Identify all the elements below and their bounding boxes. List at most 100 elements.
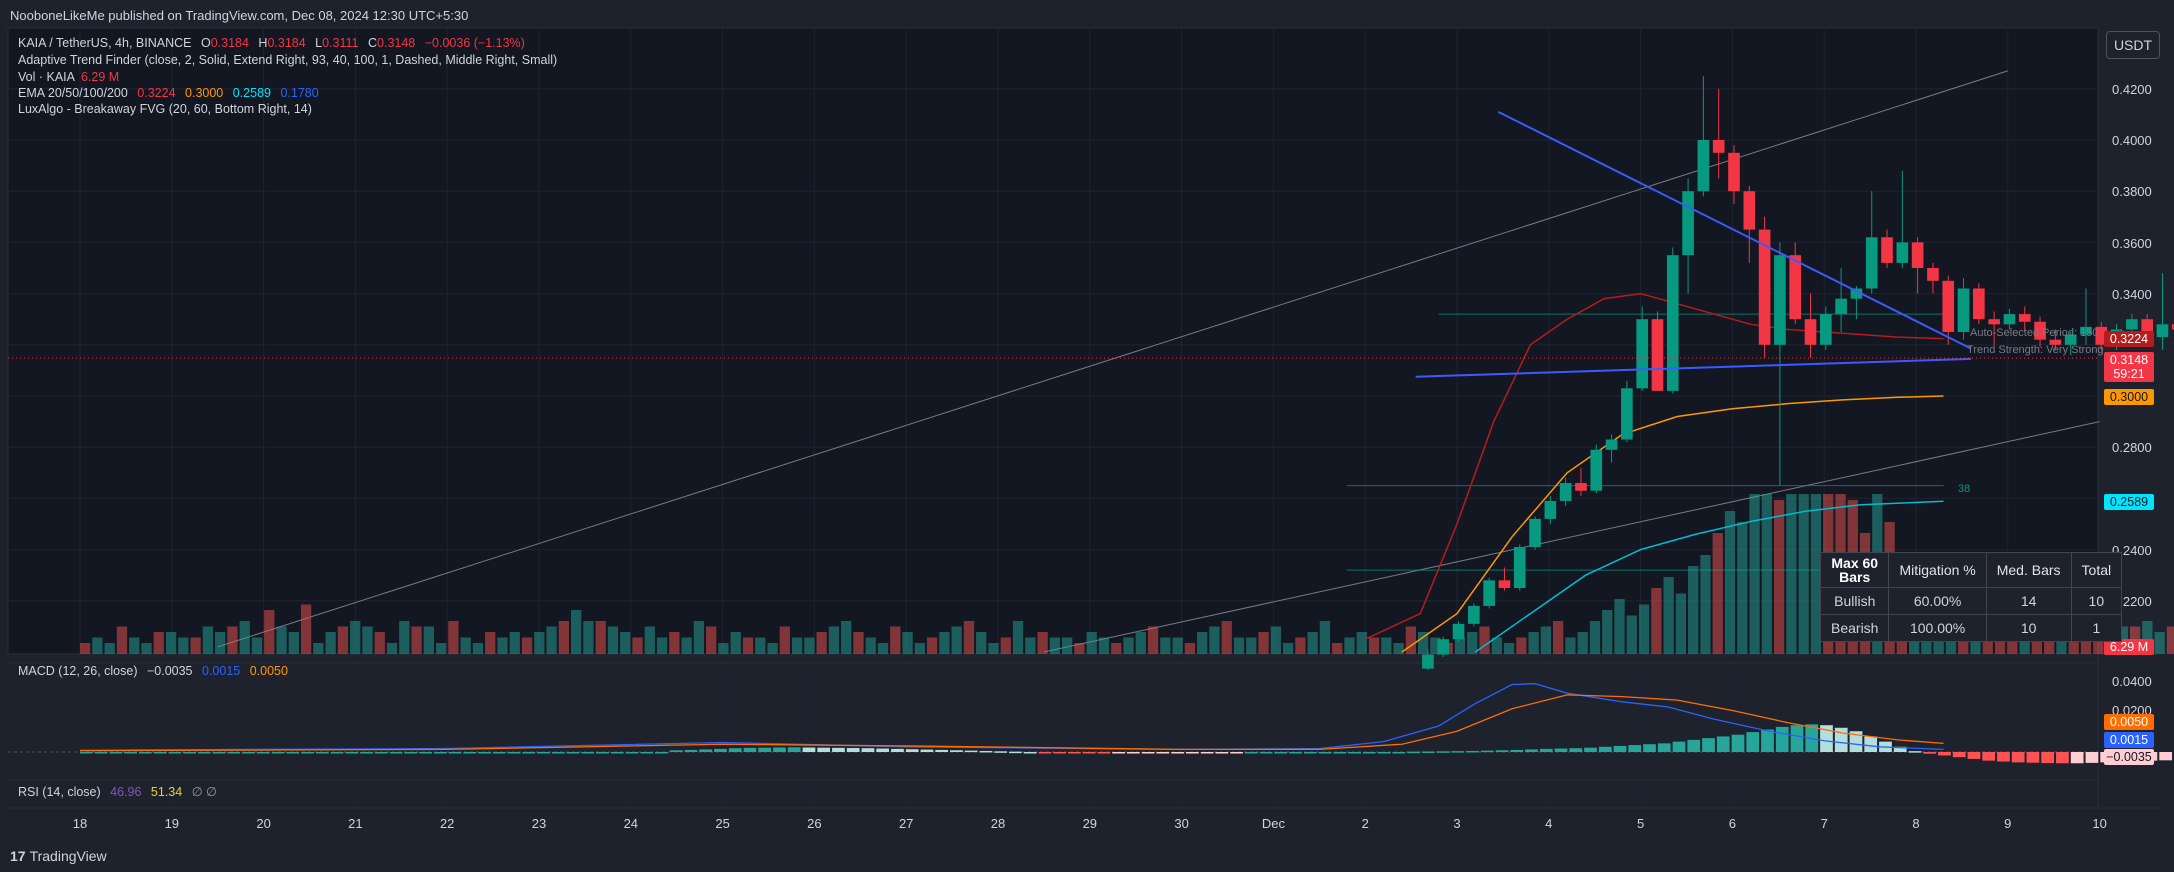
low-value: 0.3111: [322, 36, 359, 50]
symbol-name[interactable]: KAIA / TetherUS, 4h, BINANCE: [18, 36, 192, 50]
volume-bar: [1577, 632, 1588, 654]
ema50-value: 0.3000: [185, 86, 224, 100]
volume-bar: [386, 643, 398, 654]
macd-hist-tag: −0.0035: [2104, 749, 2154, 765]
volume-bar: [1209, 626, 1220, 654]
volume-bar: [865, 637, 876, 654]
volume-bar: [939, 632, 950, 654]
fvg-count-label: 38: [1958, 483, 1971, 495]
volume-bar: [877, 643, 889, 654]
macd-hist-bar: [773, 747, 786, 752]
volume-bar: [190, 637, 201, 654]
volume-bar: [558, 621, 570, 654]
volume-bar: [607, 626, 619, 654]
macd-hist-bar: [1082, 752, 1096, 754]
macd-hist-bar: [1539, 748, 1553, 752]
volume-bar: [1737, 522, 1748, 654]
price-tick: 0.3600: [2112, 236, 2152, 251]
macd-hist-bar: [1244, 752, 1258, 754]
macd-hist-bar: [1156, 752, 1170, 754]
volume-bar: [2166, 626, 2174, 654]
candle-body: [1697, 140, 1710, 192]
tradingview-logo[interactable]: 17 TradingView: [10, 848, 107, 864]
candle-body: [1743, 191, 1756, 230]
candle-body: [1666, 255, 1679, 391]
candle-body: [1651, 319, 1664, 391]
macd-hist-bar: [537, 752, 550, 754]
macd-hist-bar: [315, 752, 329, 754]
volume-bar: [399, 621, 410, 654]
volume-bar: [1160, 637, 1171, 654]
candle-body: [1529, 518, 1541, 548]
macd-hist-bar: [109, 752, 123, 754]
volume-bar: [239, 621, 250, 654]
time-tick-label: 29: [1083, 816, 1097, 831]
candle-body: [1865, 237, 1878, 289]
macd-hist-bar: [979, 750, 993, 753]
row-label: Bullish: [1819, 587, 1890, 615]
volume-bar: [546, 626, 557, 654]
macd-hist-bar: [1525, 749, 1538, 752]
time-tick-label: 26: [807, 816, 821, 831]
macd-hist-bar: [345, 752, 359, 754]
candle-body: [1804, 319, 1817, 345]
macd-hist-bar: [1333, 752, 1347, 754]
volume-bar: [841, 621, 852, 654]
candle-body: [1881, 237, 1893, 263]
macd-hist-bar: [1171, 752, 1184, 754]
candle-body: [1422, 654, 1434, 669]
volume-bar: [718, 643, 729, 654]
volume-bar: [141, 643, 152, 654]
cell-mitigation: 100.00%: [1888, 614, 1987, 642]
volume-bar: [583, 621, 594, 654]
macd-signal-value: 0.0050: [249, 664, 288, 678]
macd-hist-bar: [2159, 752, 2173, 761]
volume-bar: [1589, 621, 1601, 654]
rsi-null-icons: ∅ ∅: [191, 785, 217, 799]
price-tick: 0.4200: [2112, 82, 2152, 97]
volume-tag: 6.29 M: [2104, 639, 2154, 655]
volume-bar: [153, 632, 164, 654]
volume-bar: [1528, 632, 1539, 654]
legend-ema-row[interactable]: EMA 20/50/100/200 0.3224 0.3000 0.2589 0…: [18, 86, 319, 100]
rsi-legend[interactable]: RSI (14, close) 46.96 51.34 ∅ ∅: [18, 784, 217, 799]
macd-hist-bar: [1687, 739, 1701, 752]
open-value: 0.3184: [210, 36, 249, 50]
macd-hist-bar: [640, 752, 654, 754]
macd-hist-bar: [1643, 744, 1656, 752]
volume-bar: [1098, 637, 1110, 654]
volume-bar: [1638, 604, 1650, 654]
volume-bar: [1221, 621, 1232, 654]
candle-body: [1789, 255, 1802, 320]
macd-hist-bar: [1967, 752, 1981, 759]
macd-hist-bar: [286, 752, 300, 754]
trend-line: [1415, 357, 1972, 378]
macd-hist-bar: [1185, 752, 1199, 754]
macd-legend[interactable]: MACD (12, 26, close) −0.0035 0.0015 0.00…: [18, 664, 288, 678]
macd-hist-bar: [138, 752, 152, 754]
candle-body: [1774, 255, 1786, 345]
volume-bar: [1147, 626, 1159, 654]
candle-body: [2095, 326, 2108, 345]
volume-bar: [1810, 494, 1822, 654]
volume-bar: [1724, 511, 1736, 654]
volume-bar: [362, 626, 373, 654]
legend-atf[interactable]: Adaptive Trend Finder (close, 2, Solid, …: [18, 53, 558, 67]
volume-bar: [1393, 643, 1404, 654]
time-tick-label: 19: [165, 816, 179, 831]
time-tick-label: 24: [624, 816, 638, 831]
macd-hist-bar: [1259, 752, 1273, 754]
volume-bar: [337, 626, 349, 654]
legend-fvg[interactable]: LuxAlgo - Breakaway FVG (20, 60, Bottom …: [18, 102, 312, 116]
candle-body: [1513, 547, 1526, 588]
currency-button[interactable]: USDT: [2106, 31, 2160, 59]
candle-body: [1498, 580, 1511, 588]
rsi-ma-value: 51.34: [150, 785, 183, 799]
legend-volume-row[interactable]: Vol · KAIA 6.29 M: [18, 70, 119, 84]
candle-body: [1758, 229, 1771, 345]
volume-bar: [988, 643, 999, 654]
volume-bar: [2154, 632, 2165, 654]
volume-bar: [1319, 621, 1331, 654]
candle-body: [1819, 314, 1832, 345]
